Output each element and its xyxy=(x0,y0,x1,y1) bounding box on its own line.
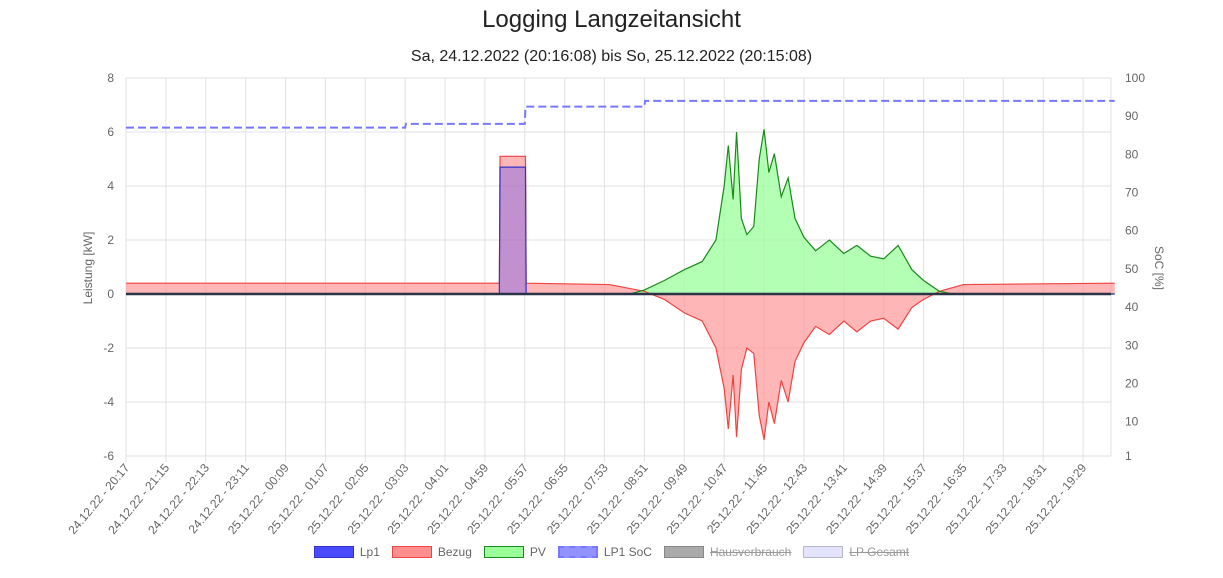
legend-swatch xyxy=(313,546,354,558)
y-right-tick-label: 60 xyxy=(1125,224,1139,238)
y-left-tick-label: 6 xyxy=(107,125,114,139)
y-left-tick-label: 8 xyxy=(107,71,114,85)
y-axis-left-label: Leistung [kW] xyxy=(81,232,95,305)
chart-title: Logging Langzeitansicht xyxy=(482,6,741,33)
y-right-tick-label: 90 xyxy=(1125,109,1139,123)
legend-swatch xyxy=(803,546,844,558)
legend-swatch xyxy=(557,546,598,558)
legend-label: Hausverbrauch xyxy=(709,545,792,559)
legend-label: LP1 SoC xyxy=(603,545,652,559)
y-right-tick-label: 20 xyxy=(1125,376,1139,390)
legend-item-lp1-soc[interactable]: LP1 SoC xyxy=(557,545,652,559)
y-right-tick-label: 10 xyxy=(1125,415,1139,429)
y-right-tick-label: 30 xyxy=(1125,338,1139,352)
line-lp1-soc xyxy=(126,99,1115,129)
legend-swatch xyxy=(483,546,524,558)
y-right-tick-label: 80 xyxy=(1125,147,1139,161)
legend-item-hausverbrauch[interactable]: Hausverbrauch xyxy=(663,545,792,559)
legend-swatch xyxy=(391,546,432,558)
y-right-tick-label: 100 xyxy=(1125,71,1145,85)
legend-item-lp1[interactable]: Lp1 xyxy=(313,545,380,559)
legend-label: Bezug xyxy=(437,545,472,559)
y-right-tick-label: 70 xyxy=(1125,186,1139,200)
area-bezug xyxy=(126,156,1115,440)
line-bezug xyxy=(126,155,1115,440)
chart-areas xyxy=(126,129,1115,440)
chart-grid xyxy=(125,77,1112,462)
y-left-tick-label: 0 xyxy=(107,287,114,301)
area-pv xyxy=(126,129,1115,294)
legend-item-pv[interactable]: PV xyxy=(483,545,546,559)
y-left-tick-label: 2 xyxy=(107,233,114,247)
legend-item-bezug[interactable]: Bezug xyxy=(391,545,472,559)
chart-lines xyxy=(126,99,1115,440)
legend-label: LP Gesamt xyxy=(849,545,910,559)
y-left-tick-label: 4 xyxy=(107,179,114,193)
legend-swatch xyxy=(663,546,704,558)
chart-legend: Lp1 Bezug PV LP1 SoC Hausverbrauch LP Gesamt xyxy=(0,545,1223,559)
y-left-tick-label: -6 xyxy=(103,449,114,463)
y-left-tick-label: -4 xyxy=(103,395,114,409)
y-axis-right-label: SoC [%] xyxy=(1152,246,1166,290)
legend-label: Lp1 xyxy=(359,545,380,559)
y-right-tick-label: 1 xyxy=(1125,449,1132,463)
legend-label: PV xyxy=(529,545,546,559)
y-right-tick-label: 50 xyxy=(1125,262,1139,276)
y-left-tick-label: -2 xyxy=(103,341,114,355)
chart-subtitle: Sa, 24.12.2022 (20:16:08) bis So, 25.12.… xyxy=(410,48,813,65)
y-right-tick-label: 40 xyxy=(1125,300,1139,314)
legend-item-lp-gesamt[interactable]: LP Gesamt xyxy=(803,545,909,559)
chart-axes: 86420-2-4-6100908070605040302010124.12.2… xyxy=(65,71,1145,537)
line-pv xyxy=(126,129,1115,295)
